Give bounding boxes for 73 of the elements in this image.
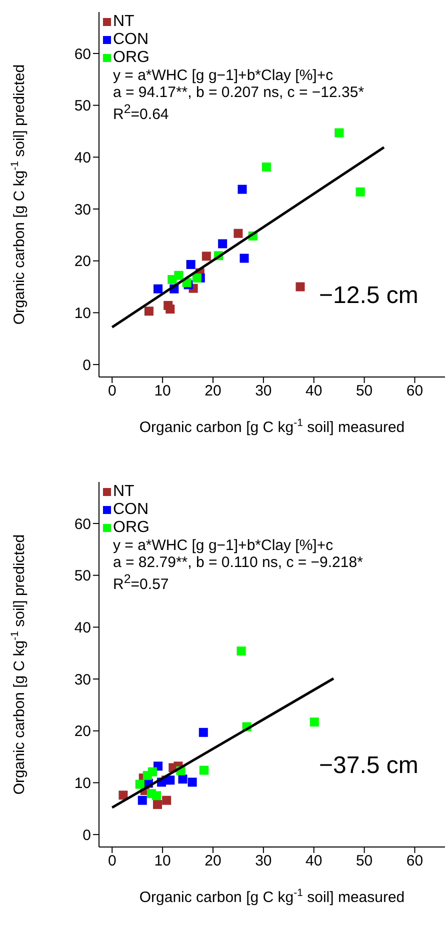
- x-axis-title: Organic carbon [g C kg$^{-1}$ soil] measured: [139, 887, 405, 906]
- y-tick-label: 30: [74, 671, 91, 688]
- annotation: −37.5 cm: [319, 752, 418, 780]
- point: [166, 776, 175, 785]
- point: [152, 791, 161, 800]
- point: [334, 128, 344, 138]
- point: [218, 239, 228, 248]
- point: [174, 270, 184, 280]
- y-tick-label: 60: [74, 46, 91, 63]
- point: [162, 796, 172, 805]
- point: [192, 273, 202, 282]
- y-tick-label: 0: [82, 826, 91, 844]
- x-tick-label: 40: [306, 852, 322, 870]
- x-tick-label: 10: [154, 382, 171, 400]
- y-tick-label: 0: [82, 356, 91, 374]
- legend-label: CON: [113, 31, 149, 49]
- legend-label: NT: [113, 483, 134, 501]
- x-tick-label: 20: [204, 852, 222, 870]
- y-tick-label: 40: [74, 149, 91, 166]
- point: [144, 306, 154, 316]
- x-tick-label: 20: [204, 382, 222, 400]
- annotation: y = a*WHC [g g−1]+b*Clay [%]+c: [113, 537, 334, 554]
- point: [186, 260, 196, 269]
- point: [198, 728, 208, 737]
- point: [234, 228, 243, 238]
- annotation: a = 94.17**, b = 0.207 ns, c = −12.35*: [113, 84, 364, 101]
- y-tick-label: 20: [74, 723, 91, 740]
- point: [238, 184, 247, 194]
- y-tick-label: 10: [74, 775, 91, 792]
- y-tick-label: 60: [74, 516, 91, 533]
- y-tick-label: 10: [74, 305, 91, 322]
- x-tick-label: 30: [255, 852, 272, 870]
- point: [236, 646, 246, 656]
- y-tick-label: 50: [74, 98, 91, 115]
- point: [296, 282, 305, 292]
- point: [356, 187, 365, 196]
- annotation: −12.5 cm: [319, 282, 418, 310]
- annotation: a = 82.79**, b = 0.110 ns, c = −9.218*: [113, 554, 363, 571]
- x-tick-label: 10: [154, 852, 171, 870]
- point: [310, 718, 319, 727]
- x-tick-label: 30: [255, 382, 272, 400]
- x-tick-label: 50: [356, 382, 373, 400]
- y-tick-label: 30: [74, 201, 91, 218]
- x-tick-label: 60: [406, 382, 424, 400]
- y-tick-label: 50: [74, 568, 91, 585]
- x-tick-label: 50: [356, 852, 373, 870]
- x-tick-label: 60: [406, 852, 424, 870]
- legend-label: CON: [113, 501, 149, 519]
- legend-label: ORG: [113, 519, 150, 537]
- x-tick-label: 0: [108, 852, 116, 870]
- point: [178, 774, 188, 784]
- point: [166, 304, 175, 314]
- point: [240, 254, 249, 263]
- annotation: R$^{2}$=0.64: [113, 101, 170, 123]
- annotation: R$^{2}$=0.57: [113, 571, 170, 593]
- point: [199, 766, 208, 775]
- point: [202, 252, 211, 261]
- point: [118, 790, 128, 800]
- annotation: y = a*WHC [g g−1]+b*Clay [%]+c: [113, 67, 334, 84]
- y-tick-label: 20: [74, 253, 91, 270]
- y-tick-label: 40: [74, 619, 91, 636]
- point: [135, 780, 144, 789]
- point: [138, 796, 147, 805]
- legend-label: ORG: [113, 49, 150, 67]
- point: [262, 162, 271, 172]
- point: [148, 767, 157, 776]
- legend-label: NT: [113, 13, 134, 31]
- x-axis-title: Organic carbon [g C kg$^{-1}$ soil] measured: [139, 417, 405, 436]
- point: [154, 284, 163, 294]
- point: [188, 778, 197, 787]
- x-tick-label: 40: [306, 382, 322, 400]
- x-tick-label: 0: [108, 382, 116, 400]
- point: [153, 800, 162, 809]
